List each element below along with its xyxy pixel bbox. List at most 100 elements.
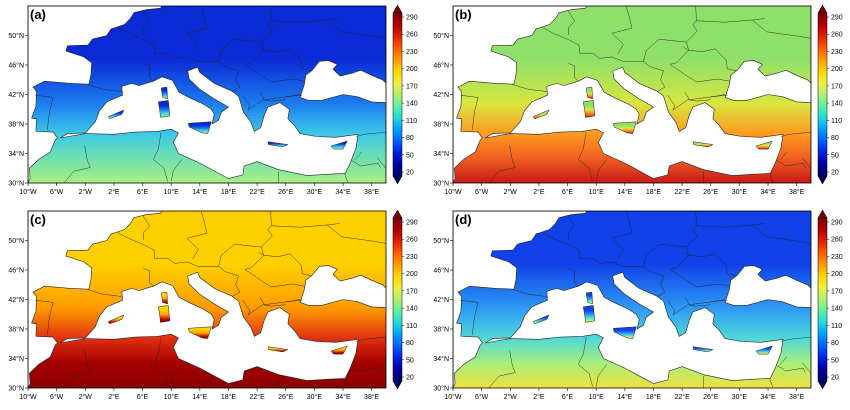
x-tick-label: 34°E: [760, 393, 776, 401]
x-tick-label: 2°E: [108, 393, 120, 401]
island: [755, 140, 773, 150]
country-border: [802, 157, 811, 183]
y-tick-label: 46°N: [433, 62, 449, 70]
x-tick-label: 30°E: [307, 393, 323, 401]
country-border: [63, 145, 91, 183]
country-border: [686, 6, 698, 43]
colorbar-tick-label: 80: [406, 340, 414, 347]
x-tick-label: 26°E: [278, 393, 294, 401]
colorbar-tick-label: 170: [831, 83, 843, 90]
country-border: [86, 83, 123, 92]
country-border: [327, 19, 386, 39]
country-border: [327, 224, 386, 244]
country-border: [259, 297, 301, 305]
y-tick-label: 38°N: [433, 121, 449, 129]
x-tick-label: 38°E: [789, 393, 805, 401]
y-tick-label: 46°N: [433, 267, 449, 275]
island: [585, 86, 593, 100]
y-tick-label: 50°N: [8, 32, 24, 40]
country-border: [344, 173, 349, 183]
country-border: [186, 211, 208, 260]
country-border: [488, 350, 516, 388]
colorbar-max-arrow: [392, 4, 403, 14]
x-tick-label: 6°E: [562, 188, 574, 196]
island: [583, 305, 596, 323]
sea-mask: [170, 6, 202, 7]
y-tick-label: 30°N: [8, 180, 24, 188]
country-border: [775, 159, 806, 168]
x-tick-label: 6°E: [137, 393, 149, 401]
x-tick-label: 26°E: [278, 188, 294, 196]
y-tick-label: 50°N: [433, 32, 449, 40]
colorbar-tick-label: 230: [406, 49, 418, 56]
country-border: [669, 255, 730, 288]
island: [107, 314, 125, 325]
island: [330, 140, 348, 150]
country-border: [377, 362, 386, 388]
country-border: [667, 300, 711, 316]
panel-label: (a): [30, 7, 46, 22]
colorbar-tick-label: 110: [831, 118, 842, 125]
y-tick-label: 50°N: [8, 237, 24, 245]
y-tick-label: 50°N: [433, 237, 449, 245]
country-border: [170, 364, 183, 387]
colorbar-min-arrow: [817, 380, 828, 390]
map-svg: 10°W 6°W 2°W 2°E 6°E 10°E 14°E 18°E 22°E 26°E 30°E…: [433, 4, 843, 196]
colorbar-tick-label: 260: [406, 32, 418, 39]
sea-mask: [28, 6, 163, 183]
map-panel-d: 10°W 6°W 2°W 2°E 6°E 10°E 14°E 18°E 22°E 26°E 30°E…: [425, 205, 850, 410]
country-border: [667, 95, 711, 111]
country-border: [579, 52, 623, 62]
x-tick-label: 30°E: [732, 188, 748, 196]
x-tick-label: 34°E: [335, 188, 351, 196]
country-border: [567, 10, 575, 35]
country-border: [153, 132, 168, 182]
country-border: [142, 215, 150, 240]
x-tick-label: 14°E: [192, 393, 208, 401]
country-border: [350, 364, 381, 373]
island: [692, 346, 714, 353]
island: [107, 109, 125, 120]
country-border: [259, 92, 301, 100]
country-border: [779, 151, 787, 161]
colorbar-tick-label: 110: [406, 118, 417, 125]
island: [613, 121, 637, 134]
country-border: [218, 38, 264, 62]
country-border: [242, 300, 286, 316]
colorbar-tick-label: 290: [406, 15, 418, 22]
country-border: [688, 253, 737, 277]
country-border: [86, 288, 123, 297]
x-tick-label: 14°E: [617, 393, 633, 401]
country-border: [170, 159, 183, 182]
x-tick-label: 14°E: [192, 188, 208, 196]
x-tick-label: 18°E: [646, 393, 662, 401]
colorbar-tick-label: 230: [831, 49, 843, 56]
x-tick-label: 6°W: [50, 393, 64, 401]
country-border: [688, 48, 737, 72]
sea-mask: [28, 211, 163, 388]
country-border: [285, 94, 303, 97]
y-tick-label: 30°N: [433, 385, 449, 393]
country-border: [153, 337, 168, 387]
colorbar-tick-label: 50: [831, 357, 839, 364]
country-border: [568, 63, 579, 82]
country-border: [261, 6, 273, 43]
x-tick-label: 34°E: [335, 393, 351, 401]
x-tick-label: 10°W: [19, 393, 37, 401]
country-border: [143, 268, 154, 287]
x-tick-label: 38°E: [364, 188, 380, 196]
map-panel-a: 10°W 6°W 2°W 2°E 6°E 10°E 14°E 18°E 22°E 26°E 30°E…: [0, 0, 425, 205]
sea-mask: [724, 60, 811, 103]
map-panel-c: 10°W 6°W 2°W 2°E 6°E 10°E 14°E 18°E 22°E 26°E 30°E…: [0, 205, 425, 410]
x-tick-label: 10°E: [164, 393, 180, 401]
island: [755, 345, 773, 355]
colorbar-tick-label: 230: [831, 254, 843, 261]
x-tick-label: 2°W: [504, 393, 518, 401]
country-border: [218, 243, 264, 267]
x-tick-label: 2°E: [533, 393, 545, 401]
colorbar-tick-label: 170: [831, 288, 843, 295]
country-border: [769, 378, 774, 388]
country-border: [643, 243, 689, 267]
colorbar-tick-label: 200: [406, 66, 418, 73]
x-tick-label: 6°W: [475, 393, 489, 401]
